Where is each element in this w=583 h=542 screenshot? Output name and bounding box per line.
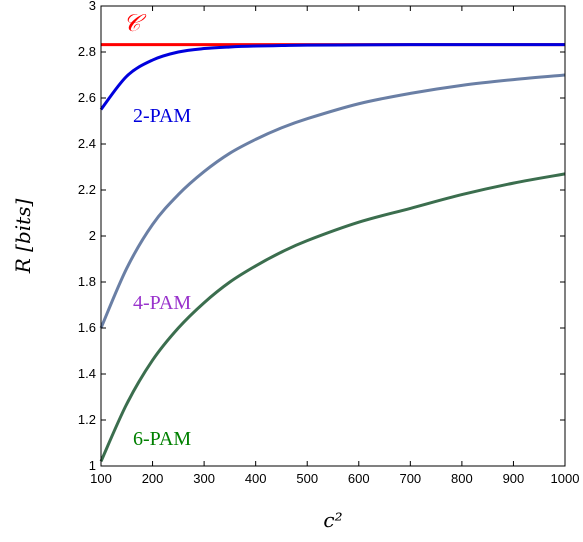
y-tick-label: 2.6 (78, 90, 96, 105)
y-tick-label: 1.2 (78, 412, 96, 427)
x-tick-label: 1000 (551, 471, 580, 486)
x-tick-label: 700 (399, 471, 421, 486)
x-tick-label: 100 (90, 471, 112, 486)
x-tick-label: 600 (348, 471, 370, 486)
y-tick-label: 2 (89, 228, 96, 243)
label-layer: 𝒞 2-PAM 4-PAM 6-PAM (123, 9, 191, 450)
y-tick-label: 1 (89, 458, 96, 473)
y-tick-label: 1.6 (78, 320, 96, 335)
tick-layer: 100 200 300 400 500 600 700 800 900 1000 1 1.2 1.4 1.… (78, 0, 580, 486)
series-label-3: 4-PAM (133, 292, 191, 314)
x-tick-label: 400 (245, 471, 267, 486)
x-tick-label: 300 (193, 471, 215, 486)
x-tick-label: 500 (296, 471, 318, 486)
series-label-2: 2-PAM (133, 105, 191, 127)
y-tick-label: 1.4 (78, 366, 96, 381)
x-tick-label: 200 (142, 471, 164, 486)
series-label-4: 6-PAM (133, 428, 191, 450)
series-label-1: 𝒞 (123, 9, 147, 37)
y-tick-label: 2.2 (78, 182, 96, 197)
x-tick-label: 800 (451, 471, 473, 486)
y-tick-label: 2.8 (78, 44, 96, 59)
y-tick-label: 3 (89, 0, 96, 13)
x-axis-label: c² (323, 508, 342, 532)
series-line-2 (99, 43, 565, 111)
series-line-3 (99, 73, 566, 329)
y-axis-label: R [bits] (11, 199, 35, 275)
series-layer (99, 43, 566, 463)
y-tick-label: 2.4 (78, 136, 96, 151)
x-tick-label: 900 (503, 471, 525, 486)
plot-frame (100, 5, 566, 467)
y-tick-label: 1.8 (78, 274, 96, 289)
series-line-4 (99, 172, 566, 463)
